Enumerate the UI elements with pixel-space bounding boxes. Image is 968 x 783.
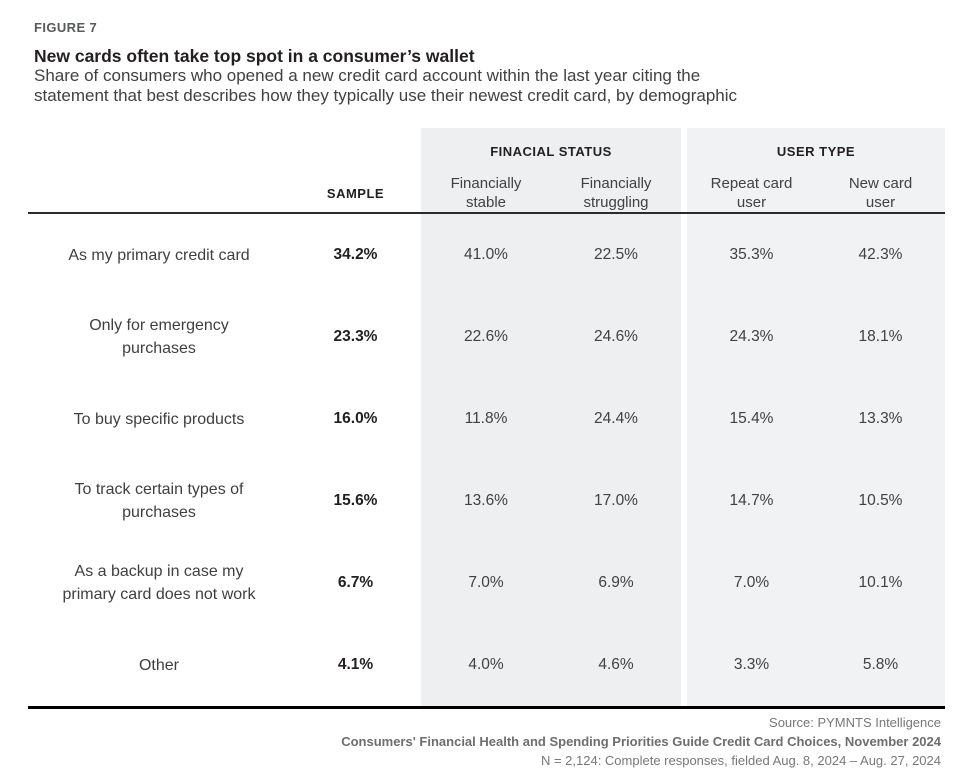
- cell-new-card-user: 5.8%: [816, 624, 945, 706]
- cell-repeat-card-user: 7.0%: [687, 542, 816, 624]
- cell-financially-struggling: 6.9%: [551, 542, 681, 624]
- column-header-financially-struggling: Financially struggling: [551, 174, 681, 212]
- column-header-label: New card user: [848, 175, 913, 211]
- column-header-spacer: [28, 174, 290, 212]
- cell-financially-struggling: 22.5%: [551, 214, 681, 296]
- cell-new-card-user: 10.1%: [816, 542, 945, 624]
- table-row: To track certain types of purchases 15.6…: [28, 460, 945, 542]
- column-header-sample: SAMPLE: [326, 185, 385, 201]
- figure-title: New cards often take top spot in a consu…: [34, 46, 475, 66]
- cell-repeat-card-user: 3.3%: [687, 624, 816, 706]
- row-label: Other: [28, 624, 290, 706]
- group-header-user-type: USER TYPE: [687, 128, 945, 174]
- table-column-header-row: SAMPLE Financially stable Financially st…: [28, 174, 945, 212]
- column-header-label: Financially struggling: [580, 175, 652, 211]
- cell-sample: 6.7%: [337, 574, 374, 591]
- cell-new-card-user: 10.5%: [816, 460, 945, 542]
- cell-financially-struggling: 24.4%: [551, 378, 681, 460]
- cell-new-card-user: 18.1%: [816, 296, 945, 378]
- figure-number: FIGURE 7: [34, 20, 98, 35]
- table-row: Other 4.1% 4.0% 4.6% 3.3% 5.8%: [28, 624, 945, 706]
- table-body: As my primary credit card 34.2% 41.0% 22…: [28, 212, 945, 709]
- cell-new-card-user: 42.3%: [816, 214, 945, 296]
- column-header-label: Financially stable: [450, 175, 522, 211]
- cell-financially-stable: 22.6%: [421, 296, 551, 378]
- cell-new-card-user: 13.3%: [816, 378, 945, 460]
- cell-financially-stable: 11.8%: [421, 378, 551, 460]
- row-label: As a backup in case my primary card does…: [28, 542, 290, 624]
- cell-sample: 34.2%: [333, 246, 378, 263]
- row-label-text: To buy specific products: [73, 410, 245, 428]
- cell-repeat-card-user: 35.3%: [687, 214, 816, 296]
- row-label-text: As a backup in case my primary card does…: [62, 563, 256, 603]
- cell-repeat-card-user: 24.3%: [687, 296, 816, 378]
- footer-report-title: Consumers' Financial Health and Spending…: [341, 734, 941, 749]
- cell-financially-struggling: 4.6%: [551, 624, 681, 706]
- row-label: As my primary credit card: [28, 214, 290, 296]
- group-header-spacer: [28, 128, 290, 174]
- figure-footer: Source: PYMNTS Intelligence Consumers' F…: [341, 713, 941, 770]
- cell-repeat-card-user: 15.4%: [687, 378, 816, 460]
- row-label-text: Only for emergency purchases: [89, 317, 229, 357]
- row-label-text: To track certain types of purchases: [74, 481, 244, 521]
- cell-financially-stable: 7.0%: [421, 542, 551, 624]
- subtitle-line: Share of consumers who opened a new cred…: [34, 66, 701, 85]
- cell-sample: 4.1%: [337, 656, 374, 673]
- table-row: To buy specific products 16.0% 11.8% 24.…: [28, 378, 945, 460]
- footer-sample-note: N = 2,124: Complete responses, fielded A…: [540, 753, 941, 768]
- group-header-financial-status: FINACIAL STATUS: [421, 128, 681, 174]
- row-label: To buy specific products: [28, 378, 290, 460]
- row-label: Only for emergency purchases: [28, 296, 290, 378]
- subtitle-line: statement that best describes how they t…: [34, 86, 738, 105]
- table-row: Only for emergency purchases 23.3% 22.6%…: [28, 296, 945, 378]
- cell-repeat-card-user: 14.7%: [687, 460, 816, 542]
- column-header-label: Repeat card user: [710, 175, 793, 211]
- row-label: To track certain types of purchases: [28, 460, 290, 542]
- column-header-financially-stable: Financially stable: [421, 174, 551, 212]
- table-row: As a backup in case my primary card does…: [28, 542, 945, 624]
- table-group-header-row: FINACIAL STATUS USER TYPE: [28, 128, 945, 174]
- row-label-text: As my primary credit card: [68, 246, 250, 264]
- cell-sample: 15.6%: [333, 492, 378, 509]
- column-header-new-card-user: New card user: [816, 174, 945, 212]
- cell-sample: 23.3%: [333, 328, 378, 345]
- column-header-repeat-card-user: Repeat card user: [687, 174, 816, 212]
- data-table: FINACIAL STATUS USER TYPE SAMPLE Financi…: [28, 128, 945, 709]
- row-label-text: Other: [138, 656, 179, 674]
- cell-financially-struggling: 24.6%: [551, 296, 681, 378]
- cell-financially-stable: 4.0%: [421, 624, 551, 706]
- cell-sample: 16.0%: [333, 410, 378, 427]
- table-row: As my primary credit card 34.2% 41.0% 22…: [28, 214, 945, 296]
- group-header-spacer: [290, 128, 421, 174]
- footer-source: Source: PYMNTS Intelligence: [769, 715, 941, 730]
- cell-financially-stable: 13.6%: [421, 460, 551, 542]
- figure-subtitle: Share of consumers who opened a new cred…: [34, 66, 737, 106]
- cell-financially-struggling: 17.0%: [551, 460, 681, 542]
- cell-financially-stable: 41.0%: [421, 214, 551, 296]
